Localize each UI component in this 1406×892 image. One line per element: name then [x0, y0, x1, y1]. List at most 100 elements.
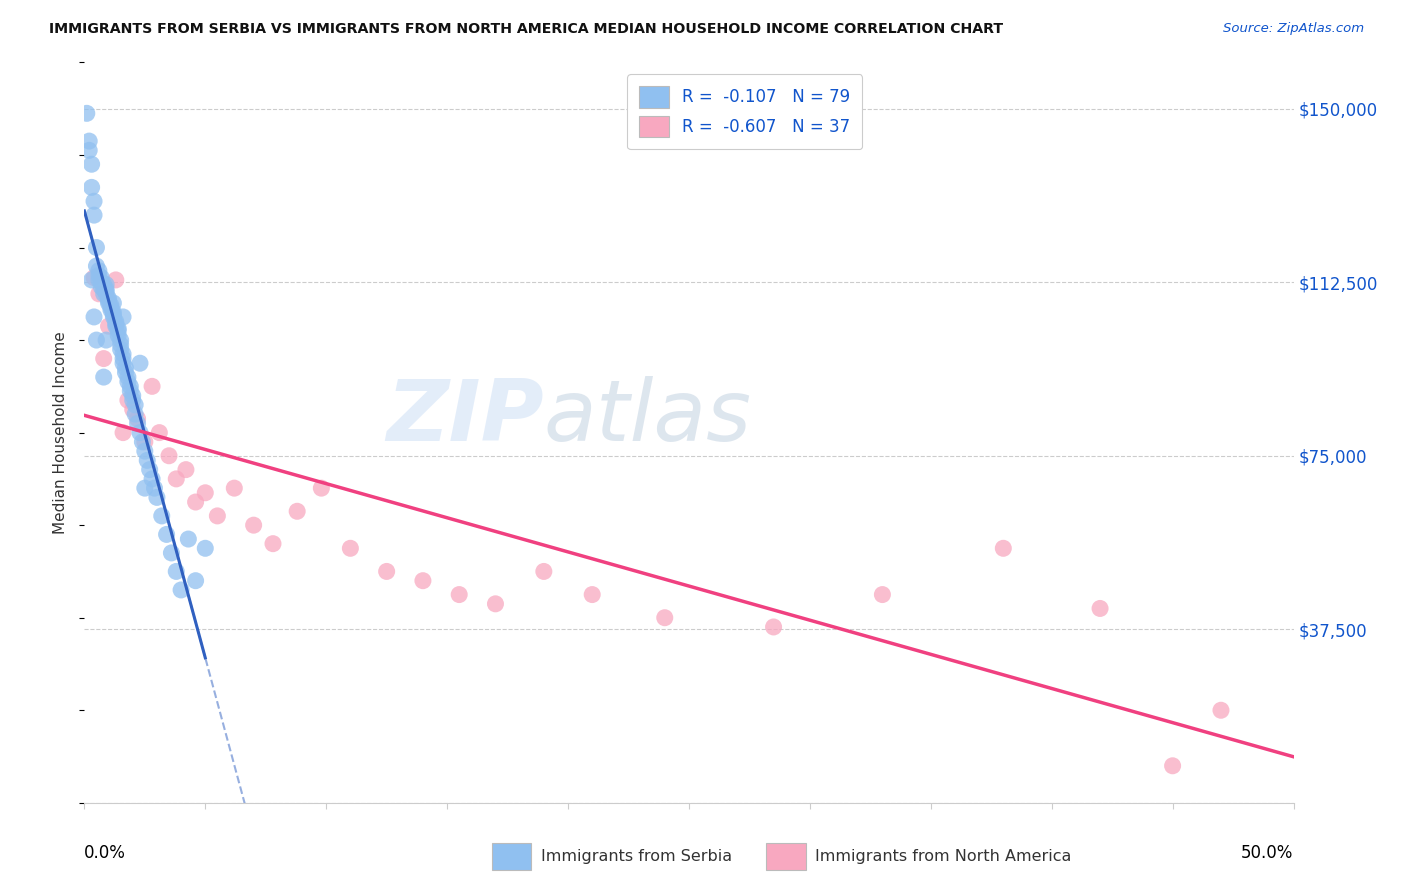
Point	[120, 379, 142, 393]
Point	[1161, 758, 1184, 772]
Point	[136, 453, 159, 467]
Point	[87, 268, 110, 283]
Point	[100, 303, 122, 318]
Point	[94, 333, 117, 347]
Point	[993, 541, 1015, 556]
Point	[121, 402, 143, 417]
Text: atlas: atlas	[544, 376, 752, 459]
Point	[110, 333, 132, 347]
Point	[339, 541, 361, 556]
Point	[184, 495, 207, 509]
Point	[107, 321, 129, 335]
Point	[76, 106, 98, 120]
Point	[103, 296, 125, 310]
Point	[114, 360, 136, 375]
Point	[581, 588, 603, 602]
Point	[86, 259, 108, 273]
Point	[94, 286, 117, 301]
Point	[654, 610, 676, 624]
Point	[134, 444, 156, 458]
Y-axis label: Median Household Income: Median Household Income	[53, 331, 69, 534]
Text: 50.0%: 50.0%	[1241, 845, 1294, 863]
Point	[127, 411, 149, 425]
Text: Immigrants from North America: Immigrants from North America	[815, 849, 1071, 863]
Point	[194, 485, 217, 500]
Point	[83, 310, 105, 324]
Legend: R =  -0.107   N = 79, R =  -0.607   N = 37: R = -0.107 N = 79, R = -0.607 N = 37	[627, 74, 862, 149]
Text: Source: ZipAtlas.com: Source: ZipAtlas.com	[1223, 22, 1364, 36]
Point	[165, 565, 187, 579]
Point	[146, 491, 169, 505]
Point	[87, 273, 110, 287]
Point	[104, 273, 127, 287]
Point	[103, 308, 125, 322]
Point	[110, 337, 132, 351]
Point	[262, 536, 284, 550]
Point	[1088, 601, 1111, 615]
Point	[77, 144, 100, 158]
Point	[449, 588, 471, 602]
Point	[80, 180, 103, 194]
Point	[150, 508, 173, 523]
Point	[90, 275, 112, 289]
Point	[207, 508, 229, 523]
Point	[484, 597, 506, 611]
Point	[1209, 703, 1232, 717]
Point	[120, 384, 142, 398]
Point	[224, 481, 246, 495]
Point	[157, 449, 180, 463]
Point	[83, 208, 105, 222]
Point	[97, 319, 120, 334]
Point	[104, 317, 127, 331]
Point	[112, 347, 135, 361]
Text: 0.0%: 0.0%	[84, 845, 127, 863]
Point	[124, 407, 146, 421]
Point	[138, 462, 160, 476]
Point	[97, 293, 120, 308]
Point	[155, 527, 177, 541]
Point	[114, 366, 136, 380]
Point	[110, 343, 132, 357]
Point	[97, 296, 120, 310]
Point	[134, 434, 156, 449]
Point	[165, 472, 187, 486]
Text: Immigrants from Serbia: Immigrants from Serbia	[541, 849, 733, 863]
Point	[184, 574, 207, 588]
Text: IMMIGRANTS FROM SERBIA VS IMMIGRANTS FROM NORTH AMERICA MEDIAN HOUSEHOLD INCOME : IMMIGRANTS FROM SERBIA VS IMMIGRANTS FRO…	[49, 22, 1004, 37]
Point	[174, 462, 197, 476]
Point	[117, 375, 139, 389]
Point	[94, 277, 117, 292]
Point	[177, 532, 200, 546]
Point	[160, 546, 183, 560]
Point	[129, 356, 152, 370]
Point	[107, 328, 129, 343]
Point	[117, 370, 139, 384]
Point	[124, 398, 146, 412]
Point	[533, 565, 555, 579]
Point	[93, 370, 115, 384]
Point	[112, 310, 135, 324]
Point	[141, 472, 163, 486]
Point	[77, 134, 100, 148]
Point	[86, 333, 108, 347]
Point	[412, 574, 434, 588]
Point	[112, 356, 135, 370]
Point	[80, 273, 103, 287]
Point	[90, 280, 112, 294]
Point	[117, 393, 139, 408]
Point	[311, 481, 333, 495]
Point	[143, 481, 166, 495]
Point	[103, 310, 125, 324]
Point	[170, 582, 193, 597]
Point	[121, 388, 143, 402]
Point	[93, 277, 115, 292]
Point	[131, 434, 153, 449]
Point	[87, 286, 110, 301]
Point	[375, 565, 398, 579]
Point	[112, 425, 135, 440]
Point	[104, 319, 127, 334]
Point	[87, 263, 110, 277]
Point	[107, 324, 129, 338]
Point	[134, 481, 156, 495]
Point	[103, 305, 125, 319]
